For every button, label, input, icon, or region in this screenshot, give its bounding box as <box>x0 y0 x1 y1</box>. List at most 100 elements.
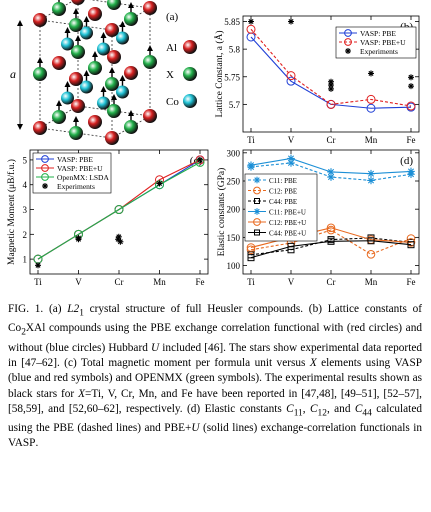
legend-marker <box>253 176 261 184</box>
panel-a-label: (a) <box>166 11 179 23</box>
spin-arrowhead <box>100 32 107 38</box>
atom-al <box>124 66 138 80</box>
caption-vasp-1: VASP <box>394 357 423 370</box>
legend-atom <box>183 94 197 108</box>
legend-label: C12: PBE <box>269 188 297 196</box>
experiment-point <box>248 18 254 25</box>
figure-caption: FIG. 1. (a) L21 crystal structure of ful… <box>8 302 422 452</box>
caption-l21: L2 <box>67 303 80 315</box>
spin-arrowhead <box>73 116 79 122</box>
y-axis-label: Magnetic Moment (μB/f.u.) <box>6 159 17 265</box>
atom-al <box>143 109 157 123</box>
legend-marker <box>344 38 352 46</box>
data-point <box>247 254 255 262</box>
atom-x <box>143 55 157 69</box>
data-point <box>407 241 415 249</box>
asterisk-stroke <box>408 83 414 89</box>
x-tick-label: Mn <box>153 277 166 287</box>
caption-u-1: U <box>150 341 160 354</box>
experiment-point <box>288 18 294 25</box>
lattice-arrowhead-up <box>17 20 23 26</box>
x-tick-label: V <box>75 277 82 287</box>
caption-text-5: (blue and red symbols) and <box>8 372 136 385</box>
caption-openmx: OPENMX <box>135 372 183 385</box>
legend-atom <box>183 40 197 54</box>
lattice-axis-label: a <box>10 67 16 81</box>
data-point <box>195 155 205 165</box>
data-point <box>326 225 336 235</box>
experiment-point <box>328 78 334 85</box>
atom-x <box>124 12 138 26</box>
atom-co <box>80 80 93 94</box>
y-tick-label: 1 <box>23 255 28 265</box>
asterisk-stroke <box>254 177 260 183</box>
spin-arrowhead <box>37 57 43 63</box>
spin-arrowhead <box>119 21 126 27</box>
experiment-point <box>197 156 203 163</box>
legend-label: Co <box>166 96 179 108</box>
asterisk-stroke <box>407 168 415 175</box>
series-line <box>37 161 201 260</box>
legend-label: Experiments <box>57 182 95 191</box>
atom-al <box>105 23 119 37</box>
legend-marker <box>253 218 261 226</box>
data-point <box>326 223 336 233</box>
asterisk-stroke <box>117 239 123 245</box>
legend-marker <box>41 173 49 181</box>
x-tick-label: Fe <box>407 277 416 287</box>
experiment-point <box>328 85 334 92</box>
panel-a-legend: Al X Co <box>166 40 197 108</box>
legend-label: C11: PBE <box>269 177 297 185</box>
legend-atom <box>183 67 197 81</box>
spin-arrowhead <box>56 100 62 106</box>
atom-x <box>105 77 119 91</box>
asterisk-stroke <box>116 234 122 240</box>
legend-label: C12: PBE+U <box>269 219 306 227</box>
spin-arrowhead <box>75 35 81 41</box>
atom-x <box>33 67 47 81</box>
asterisk-stroke <box>367 177 375 184</box>
caption-c11-sub: 11 <box>293 407 303 418</box>
legend-label: OpenMX: LSDA <box>57 173 109 182</box>
legend-label: C11: PBE+U <box>269 209 306 217</box>
caption-c12: C <box>309 402 318 415</box>
atom-al <box>143 1 157 15</box>
x-tick-label: Fe <box>196 277 205 287</box>
legend-label: VASP: PBE+U <box>57 164 103 173</box>
asterisk-stroke <box>328 86 334 92</box>
experiment-point <box>368 70 374 77</box>
x-tick-label: Ti <box>247 277 255 287</box>
experiment-point <box>35 262 41 269</box>
caption-c12-sub: 12 <box>317 407 327 418</box>
x-tick-label: Cr <box>115 277 124 287</box>
spin-arrowhead <box>128 2 134 8</box>
data-point <box>246 24 256 34</box>
caption-c11: C <box>286 402 294 415</box>
spin-arrowhead <box>92 51 98 57</box>
legend-marker <box>253 208 261 215</box>
asterisk-stroke <box>35 262 41 268</box>
atom-al <box>71 99 85 113</box>
caption-text-10: calculated using the PBE (dashed lines) … <box>8 402 422 435</box>
caption-co-sub: 2 <box>21 327 26 338</box>
atom-x <box>69 126 83 140</box>
y-tick-label: 150 <box>227 233 241 243</box>
atom-x <box>107 0 121 10</box>
series-line <box>250 28 412 107</box>
legend-label: Experiments <box>360 47 398 56</box>
y-tick-label: 5.7 <box>229 100 241 110</box>
data-point <box>286 76 296 86</box>
atom-co <box>97 96 110 110</box>
y-tick-label: 4 <box>23 180 28 190</box>
legend-marker <box>41 155 49 163</box>
y-tick-label: 5.75 <box>224 72 240 82</box>
spin-arrowhead <box>64 81 71 87</box>
caption-u-2: U <box>191 422 200 435</box>
atom-co <box>116 31 129 45</box>
spin-arrowhead <box>83 16 90 22</box>
panel-d-elastic-chart: 100 150 200 250 300 Ti V Cr Mn Fe (d) Elastic const… <box>216 148 420 287</box>
asterisk-stroke <box>247 162 255 169</box>
asterisk-stroke <box>327 168 335 176</box>
